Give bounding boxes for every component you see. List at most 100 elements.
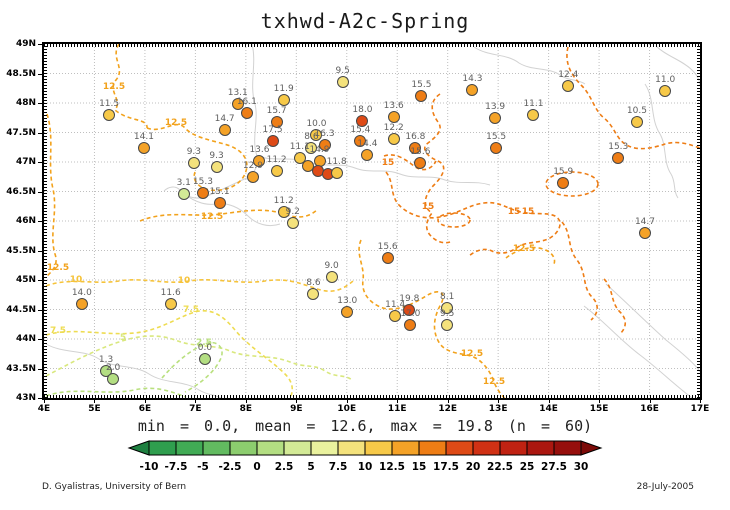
contour-label: 12.5 (460, 349, 484, 359)
y-axis-tick (38, 398, 42, 399)
station-value-label: 10.0 (306, 119, 327, 130)
station-dot (441, 319, 454, 332)
station-dot (177, 187, 190, 200)
y-axis-tick (38, 44, 42, 45)
colorbar-tick-label: 30 (574, 461, 589, 473)
contour-label: 12.5 (512, 244, 536, 254)
station-value-label: 9.2 (285, 206, 300, 217)
x-axis-tick-label: 9E (290, 404, 303, 414)
station-dot (318, 138, 331, 151)
map-plot-area: 12.5 12.5 12.5 12.5 10 10 7.5 7.5 5 2.5 15 15 15 15 12… (42, 42, 702, 400)
x-axis-tick (447, 400, 449, 403)
station-value-label: 11.2 (266, 155, 287, 166)
y-axis-tick (38, 221, 42, 222)
contour-label: 10 (69, 275, 83, 285)
station-value-label: 13.0 (337, 296, 358, 307)
station-dot (409, 142, 422, 155)
station-value-label: 8.6 (304, 131, 319, 142)
station-value-label: 8.1 (440, 292, 455, 303)
station-dot (307, 287, 320, 300)
station-dot (137, 142, 150, 155)
station-value-label: 15.7 (266, 106, 287, 117)
y-axis-tick (38, 339, 42, 340)
station-value-label: 15.3 (192, 176, 213, 187)
station-value-label: 10.5 (626, 106, 647, 117)
y-axis-tick (38, 132, 42, 134)
colorbar-segment (229, 440, 258, 456)
colorbar-segment (148, 440, 177, 456)
y-axis-tick-label: 48N (15, 98, 36, 108)
station-value-label: 12.2 (383, 122, 404, 133)
station-dot (527, 108, 540, 121)
colorbar-segment (175, 440, 204, 456)
x-axis-tick (599, 400, 601, 403)
station-value-label: 9.3 (209, 150, 224, 161)
x-axis-tick (144, 400, 146, 403)
station-dot (562, 79, 575, 92)
station-dot (354, 134, 367, 147)
contour-15 (383, 154, 437, 171)
colorbar-tick-label: 7.5 (329, 461, 348, 473)
colorbar-segment (310, 440, 339, 456)
y-axis-tick-label: 45N (15, 275, 36, 285)
colorbar-segment (472, 440, 501, 456)
grid-lines (44, 44, 700, 398)
y-axis-tick (38, 73, 42, 75)
station-dot (187, 156, 200, 169)
station-value-label: 14.7 (214, 113, 235, 124)
station-value-label: 16.3 (314, 128, 335, 139)
colorbar-segment (445, 440, 474, 456)
frame-minor-ticks-bottom (44, 395, 700, 398)
station-value-label: 13.6 (383, 100, 404, 111)
colorbar-left-arrow (127, 440, 150, 456)
x-axis-tick (94, 400, 96, 403)
colorbar-tick-label: 20 (466, 461, 481, 473)
colorbar-segment (283, 440, 312, 456)
colorbar-segment (418, 440, 447, 456)
station-value-label: 9.5 (335, 65, 350, 76)
station-value-label: 8.6 (306, 277, 321, 288)
x-axis-tick-label: 11E (387, 404, 407, 414)
station-value-label: 12.9 (242, 161, 263, 172)
x-axis-tick-label: 7E (189, 404, 202, 414)
contour-label: 15 (421, 202, 435, 212)
station-value-label: 11.4 (385, 299, 406, 310)
station-value-label: 11.1 (289, 142, 310, 153)
colorbar-tick-label: 10 (358, 461, 373, 473)
contour-10 (45, 279, 354, 292)
contour-15 (423, 93, 451, 244)
station-dot (266, 134, 279, 147)
station-value-label: 18.0 (352, 104, 373, 115)
station-value-label: 1.3 (98, 354, 114, 365)
contour-label: 12.5 (102, 82, 126, 92)
contour-12.5 (139, 209, 318, 222)
x-axis-tick-label: 12E (438, 404, 458, 414)
colorbar-tick-label: 0 (253, 461, 260, 473)
station-dot (489, 111, 502, 124)
station-dot (387, 110, 400, 123)
contour-12.5 (46, 113, 57, 277)
station-value-label: 11.5 (99, 98, 120, 109)
station-value-label: 17.5 (262, 124, 283, 135)
station-value-label: 11.9 (273, 84, 294, 95)
colorbar-right-arrow (580, 440, 603, 456)
station-value-label: 9.5 (440, 309, 455, 320)
x-axis-tick-label: 6E (138, 404, 152, 414)
colorbar-tick-label: -7.5 (165, 461, 188, 473)
x-axis-tick (498, 400, 500, 403)
x-axis-tick (397, 400, 399, 403)
colorbar-legend: -10 -7.5 -5 -2.5 0 2.5 5 7.5 10 12.5 15 17.5 20 22.5 2… (127, 440, 603, 473)
x-axis-tick-label: 14E (539, 404, 558, 414)
colorbar-segment (364, 440, 393, 456)
country-border (644, 83, 679, 199)
station-dot (240, 107, 253, 120)
contour-label: 12.5 (46, 263, 70, 273)
frame-minor-ticks-right (697, 44, 700, 398)
contour-label: 12.5 (200, 212, 224, 222)
country-borders (45, 44, 700, 398)
y-axis-tick-label: 43.5N (6, 363, 36, 374)
station-dot (381, 252, 394, 265)
station-value-label: 16.1 (236, 97, 257, 108)
station-dot (404, 319, 417, 332)
station-value-label: 14.3 (462, 74, 483, 85)
